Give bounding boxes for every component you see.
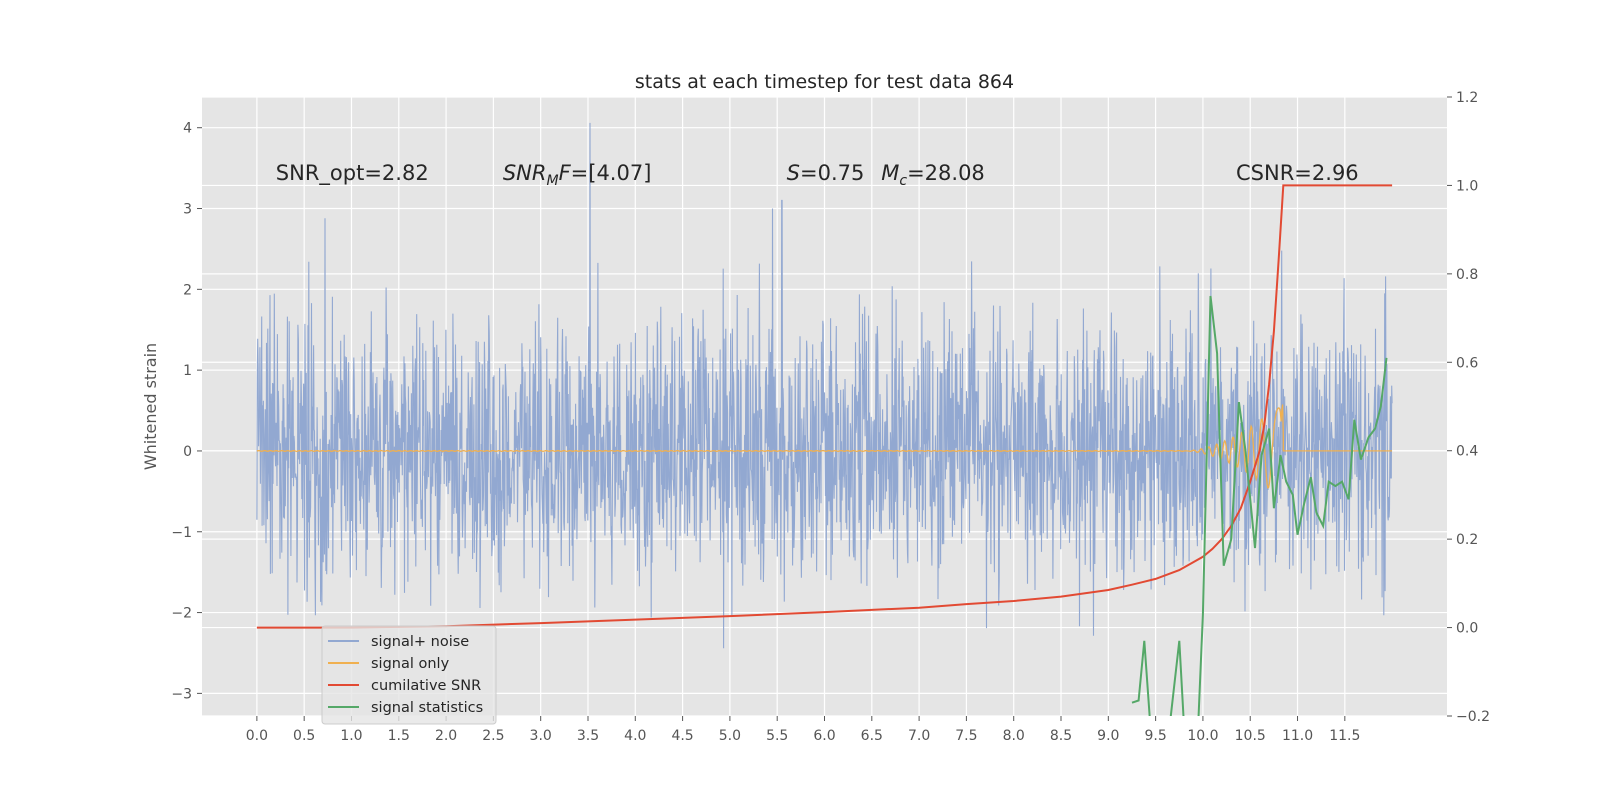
annotation-mc-val: Mc=28.08 [881, 161, 985, 189]
x-tick-label: 11.0 [1282, 728, 1313, 744]
x-tick-label: 6.0 [813, 728, 835, 744]
x-tick-label: 0.0 [246, 728, 268, 744]
data-layer [256, 122, 1393, 716]
legend-label-signal-only: signal only [371, 656, 450, 672]
x-tick-label: 11.5 [1329, 728, 1360, 744]
x-tick-label: 8.0 [1003, 728, 1025, 744]
y-tick-label: 0 [183, 444, 192, 460]
x-tick-label: 1.5 [388, 728, 410, 744]
y2-tick-label: 1.0 [1456, 178, 1478, 194]
y-axis-title: Whitened strain [141, 343, 160, 470]
y-tick-label: 1 [183, 363, 192, 379]
y2-tick-label: 1.2 [1456, 90, 1478, 106]
x-tick-label: 0.5 [293, 728, 315, 744]
y-tick-label: −3 [171, 686, 192, 702]
x-tick-label: 1.0 [340, 728, 362, 744]
y2-tick-label: 0.6 [1456, 355, 1478, 371]
x-tick-label: 10.0 [1187, 728, 1218, 744]
series-cumulative-snr-line [256, 184, 1393, 629]
annotation-snr-mf: SNRMF=[4.07] [503, 161, 652, 189]
series-signal-only-line [256, 404, 1393, 490]
x-tick-label: 8.5 [1050, 728, 1072, 744]
annotation-s-val: S=0.75 [787, 161, 865, 185]
series-signal-statistics-line [1131, 295, 1388, 716]
x-tick-label: 4.5 [671, 728, 693, 744]
y-tick-label: 2 [183, 282, 192, 298]
x-tick-label: 9.5 [1144, 728, 1166, 744]
y-tick-label: 4 [183, 121, 192, 137]
annotation-snr-opt: SNR_opt=2.82 [276, 161, 429, 186]
x-tick-label: 3.5 [577, 728, 599, 744]
legend-label-signal-statistics: signal statistics [371, 700, 483, 716]
x-tick-label: 2.5 [482, 728, 504, 744]
legend-label-cumulative-snr: cumilative SNR [371, 678, 481, 694]
y2-tick-label: 0.8 [1456, 267, 1478, 283]
axes: 0.0 0.5 1.0 1.5 2.0 2.5 3.0 3.5 4.0 4.5 5.0 5.5 6.0 6… [171, 90, 1490, 744]
annotations: SNR_opt=2.82 SNRMF=[4.07] S=0.75 Mc=28.08 CS… [276, 161, 1359, 189]
y-tick-label: 3 [183, 202, 192, 218]
y2-tick-label: −0.2 [1456, 709, 1490, 725]
x-tick-label: 2.0 [435, 728, 457, 744]
y-tick-label: −1 [171, 525, 192, 541]
x-tick-label: 5.5 [766, 728, 788, 744]
y-tick-label: −2 [171, 606, 192, 622]
legend-box [321, 625, 497, 725]
y2-tick-label: 0.2 [1456, 532, 1478, 548]
x-tick-label: 7.5 [955, 728, 977, 744]
x-tick-label: 10.5 [1235, 728, 1266, 744]
x-tick-label: 7.0 [908, 728, 930, 744]
y2-tick-label: 0.4 [1456, 444, 1478, 460]
x-tick-label: 9.0 [1097, 728, 1119, 744]
annotation-csnr: CSNR=2.96 [1236, 161, 1359, 185]
legend-label-signal-noise: signal+ noise [371, 634, 469, 650]
y2-tick-label: 0.0 [1456, 621, 1478, 637]
chart-title: stats at each timestep for test data 864 [635, 71, 1014, 93]
x-tick-label: 4.0 [624, 728, 646, 744]
x-tick-label: 6.5 [861, 728, 883, 744]
series-signal-noise-line [256, 122, 1393, 649]
legend[interactable]: signal+ noise signal only cumilative SNR… [321, 625, 497, 725]
x-tick-label: 5.0 [719, 728, 741, 744]
x-tick-label: 3.0 [530, 728, 552, 744]
